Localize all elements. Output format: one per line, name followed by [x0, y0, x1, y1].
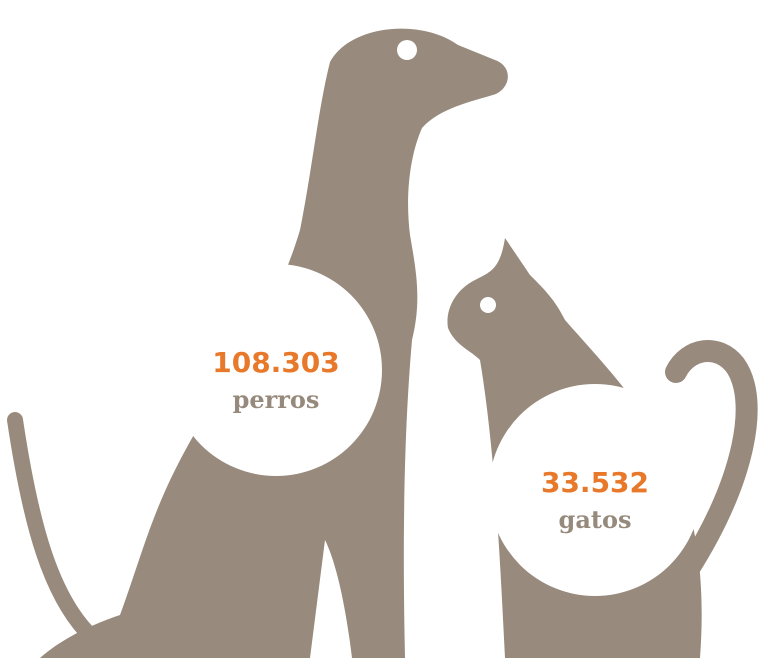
dog-label: perros [233, 385, 320, 414]
cat-label: gatos [559, 505, 632, 534]
cat-circle [489, 384, 701, 596]
cat-count: 33.532 [541, 466, 649, 499]
dog-circle [170, 264, 382, 476]
dog-count: 108.303 [212, 346, 340, 379]
